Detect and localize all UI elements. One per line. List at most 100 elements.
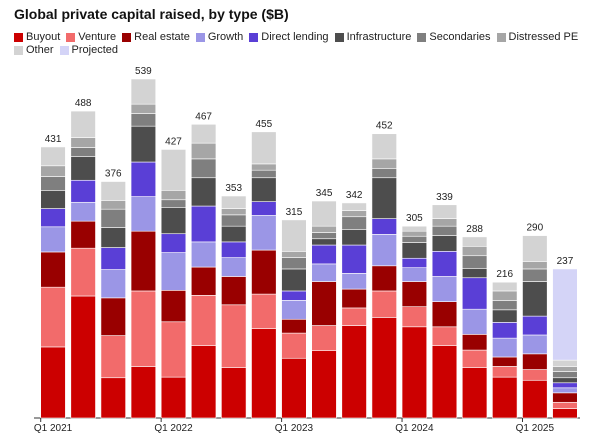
bar-segment (522, 369, 548, 381)
bar-segment (461, 308, 488, 335)
bar-segment (401, 235, 428, 243)
bar-segment (492, 290, 518, 301)
total-label: 467 (195, 111, 212, 122)
legend-swatch (122, 32, 132, 42)
bar-segment (221, 225, 247, 243)
bar-segment (431, 326, 458, 346)
bar-segment (160, 252, 187, 291)
bar-segment (190, 158, 217, 179)
bar-segment (401, 326, 428, 419)
bar-segment (40, 146, 66, 167)
chart-title: Global private capital raised, by type (… (14, 6, 289, 22)
bar-segment (160, 190, 187, 201)
bar-segment (371, 133, 397, 160)
legend-label: Real estate (134, 31, 190, 43)
bar-segment (431, 204, 458, 219)
bar-segment (190, 295, 217, 346)
legend-item: Real estate (122, 31, 190, 43)
bar-segment (100, 335, 126, 379)
bar-segment (371, 290, 397, 318)
bar-segment (251, 131, 277, 165)
total-label: 315 (286, 207, 303, 218)
bar-segment (401, 225, 428, 232)
bar-segment (281, 290, 307, 301)
bar-segment (70, 201, 96, 222)
legend-label: Other (26, 44, 54, 56)
bar-segment (70, 295, 96, 419)
bar-segment (401, 242, 428, 259)
bar-segment (70, 156, 96, 181)
bar-segment (371, 168, 397, 179)
bar-segment (461, 334, 488, 351)
bar-segment (461, 236, 488, 247)
bar-segment (431, 276, 458, 302)
bar-segment (431, 218, 458, 227)
total-label: 427 (165, 136, 182, 147)
bar-segment (492, 300, 518, 311)
bar-segment (461, 268, 488, 279)
bar-segment (401, 257, 428, 268)
bar-segment (130, 230, 157, 292)
bar-segment (130, 290, 157, 367)
bar-segment (160, 290, 187, 323)
legend-item: Growth (195, 31, 243, 43)
x-tick-label: Q1 2025 (516, 423, 555, 434)
bar-segment (552, 392, 578, 403)
bar-segment (190, 123, 217, 144)
bar-segment (311, 281, 337, 326)
bar-segment (281, 268, 307, 292)
bar-segment (190, 205, 217, 243)
legend-item: Projected (59, 44, 118, 56)
total-label: 342 (346, 190, 363, 201)
bar-segment (431, 225, 458, 236)
bar-segment (100, 247, 126, 270)
bar-segment (281, 300, 307, 320)
bar-segment (40, 176, 66, 191)
bar-segment (100, 208, 126, 228)
bar-segment (281, 357, 307, 419)
legend-swatch (14, 32, 23, 42)
bar-segment (251, 215, 277, 251)
bar-segment (100, 377, 126, 419)
bar-segment (251, 249, 277, 295)
bar-segment (221, 304, 247, 368)
bar-segment (100, 297, 126, 336)
bar-segment (70, 220, 96, 249)
bar-segment (130, 196, 157, 232)
bar-segment (251, 328, 277, 419)
bar-segment (552, 268, 578, 361)
total-label: 431 (45, 134, 62, 145)
bar-segment (401, 267, 428, 282)
bar-segment (160, 149, 187, 191)
bar-segment (190, 241, 217, 268)
bar-segment (160, 199, 187, 208)
bar-segment (552, 359, 578, 367)
bar-segment (522, 353, 548, 370)
legend-label: Projected (71, 44, 118, 56)
bar-segment (401, 306, 428, 328)
total-label: 376 (105, 169, 122, 180)
bar-segment (522, 261, 548, 270)
total-label: 288 (466, 224, 483, 235)
bar-segment (160, 233, 187, 253)
bar-segment (251, 169, 277, 179)
bar-segment (130, 125, 157, 163)
legend-item: Infrastructure (334, 31, 411, 43)
bar-segment (281, 251, 307, 258)
bar-segment (70, 110, 96, 138)
total-label: 339 (436, 192, 453, 203)
bar-segment (341, 244, 367, 274)
bar-segment (70, 247, 96, 297)
bar-segment (371, 158, 397, 169)
legend-item: Distressed PE (496, 31, 578, 43)
bar-segment (311, 225, 337, 233)
bar-segment (130, 366, 157, 419)
bar-segment (552, 371, 578, 379)
bar-segment (40, 251, 66, 288)
bar-segment (552, 387, 578, 394)
total-label: 488 (75, 98, 92, 109)
legend-item: Buyout (14, 31, 60, 43)
total-label: 237 (557, 256, 574, 267)
